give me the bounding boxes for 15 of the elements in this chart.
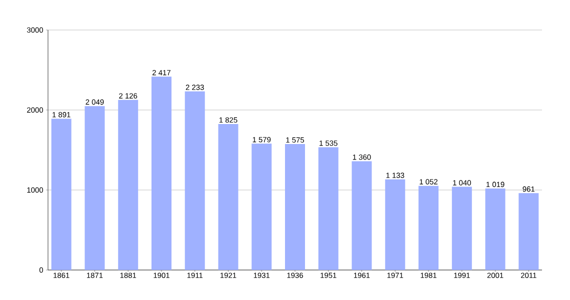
bar: [252, 144, 272, 270]
bar: [218, 124, 238, 270]
bar: [385, 179, 406, 270]
bar: [51, 118, 72, 270]
bar: [318, 147, 338, 270]
bar: [184, 91, 205, 270]
bar: [352, 161, 372, 270]
bar: [118, 100, 138, 270]
bar: [285, 144, 306, 270]
bar: [452, 186, 472, 270]
bar: [518, 193, 539, 270]
bar: [485, 188, 506, 270]
bar: [151, 76, 172, 270]
bar: [84, 106, 105, 270]
bar: [418, 186, 439, 270]
